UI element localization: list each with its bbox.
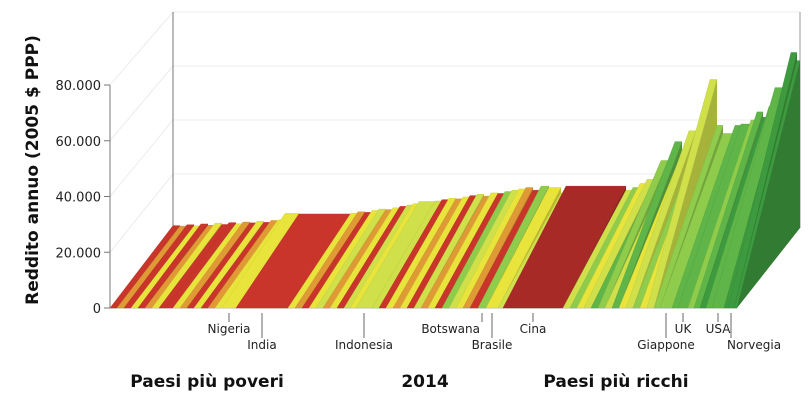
country-bar-side	[619, 141, 682, 308]
country-bar-side	[605, 160, 668, 308]
country-label: Botswana	[421, 322, 480, 336]
country-bar-side	[323, 209, 386, 308]
country-label: Norvegia	[727, 338, 781, 352]
x-label-richest: Paesi più ricchi	[543, 372, 688, 392]
country-label: UK	[675, 322, 693, 336]
gridline-side	[109, 11, 174, 86]
country-bar-side	[591, 179, 654, 308]
y-tick-label: 0	[93, 302, 101, 317]
country-label: Cina	[520, 322, 547, 336]
bars	[109, 52, 801, 309]
country-label: Nigeria	[208, 322, 251, 336]
country-bar-side	[737, 60, 800, 308]
y-axis-title: Reddito annuo (2005 $ PPP)	[23, 35, 43, 305]
country-bar-side	[421, 194, 484, 308]
country-bar-side	[159, 223, 222, 308]
country-label: Brasile	[472, 338, 513, 352]
country-labels: Nigeria India Indonesia Botswana Brasile Cina…	[208, 313, 781, 352]
country-label: Giappone	[637, 338, 695, 352]
gridline-side	[109, 173, 174, 253]
country-label: India	[247, 338, 276, 352]
country-label: USA	[706, 322, 732, 336]
country-bar-side	[563, 186, 626, 308]
country-label: Indonesia	[335, 338, 393, 352]
x-label-year: 2014	[401, 372, 448, 392]
gridline-side	[109, 119, 174, 197]
country-bar-side	[173, 222, 236, 308]
country-bar-side	[654, 79, 717, 308]
y-tick-label: 20.000	[56, 246, 102, 261]
gridline-side	[109, 65, 174, 142]
country-bar-side	[660, 125, 723, 309]
country-bar-side	[145, 223, 208, 308]
x-label-poorest: Paesi più poveri	[130, 372, 284, 392]
country-bar-side	[633, 130, 696, 308]
y-tick-label: 40.000	[56, 191, 102, 206]
y-tick-label: 60.000	[56, 135, 102, 150]
y-tick-label: 80.000	[56, 79, 102, 94]
country-bar-side	[498, 187, 561, 308]
country-bar-side	[470, 187, 533, 308]
y-axis: 0 20.000 40.000 60.000 80.000	[56, 79, 111, 317]
country-bar-side	[700, 111, 763, 309]
